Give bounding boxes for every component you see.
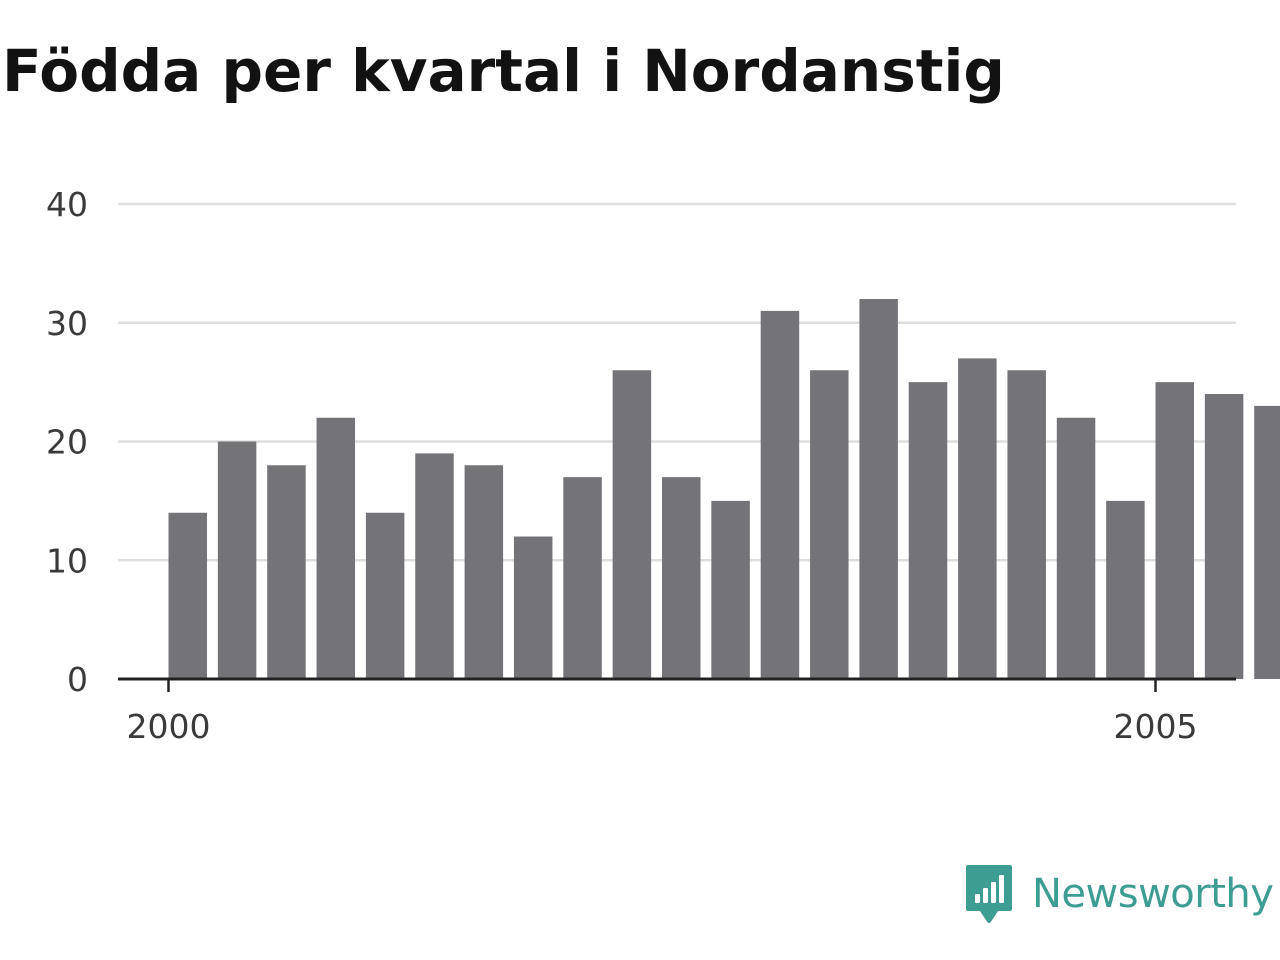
bar [267,465,306,679]
bar [859,299,898,679]
bar [1106,500,1145,680]
bar [760,310,800,680]
bar [513,536,553,679]
bar [1204,394,1244,679]
bar [415,453,454,680]
bar [316,417,356,679]
newsworthy-logo-icon [966,865,1012,923]
bar [563,477,602,680]
bar [1007,370,1046,679]
x-tick-label: 2005 [1114,707,1198,746]
x-axis: 200020052010201520202025 [118,677,1236,746]
bar [810,370,849,679]
bars [168,299,1280,680]
bar [1056,417,1096,679]
bar [612,370,652,679]
y-tick-label: 40 [46,185,88,224]
bar [168,512,207,679]
y-tick-label: 10 [46,541,88,580]
brand-name: Newsworthy [1032,871,1274,917]
y-tick-label: 20 [46,423,88,462]
chart-title: Födda per kvartal i Nordanstig [2,37,1005,105]
bar [958,358,997,680]
y-tick-label: 0 [67,660,88,699]
bar [662,477,701,680]
y-tick-label: 30 [46,304,88,343]
bar [365,512,405,679]
y-axis-tick-labels: 0 10 20 30 40 [46,185,88,699]
bar [464,465,504,679]
x-tick-label: 2000 [127,707,211,746]
bar [217,441,257,679]
bar [908,382,948,680]
bar [1254,405,1280,680]
newsworthy-logo: Newsworthy [964,862,1274,926]
bar [711,500,750,680]
bar [1155,382,1194,680]
